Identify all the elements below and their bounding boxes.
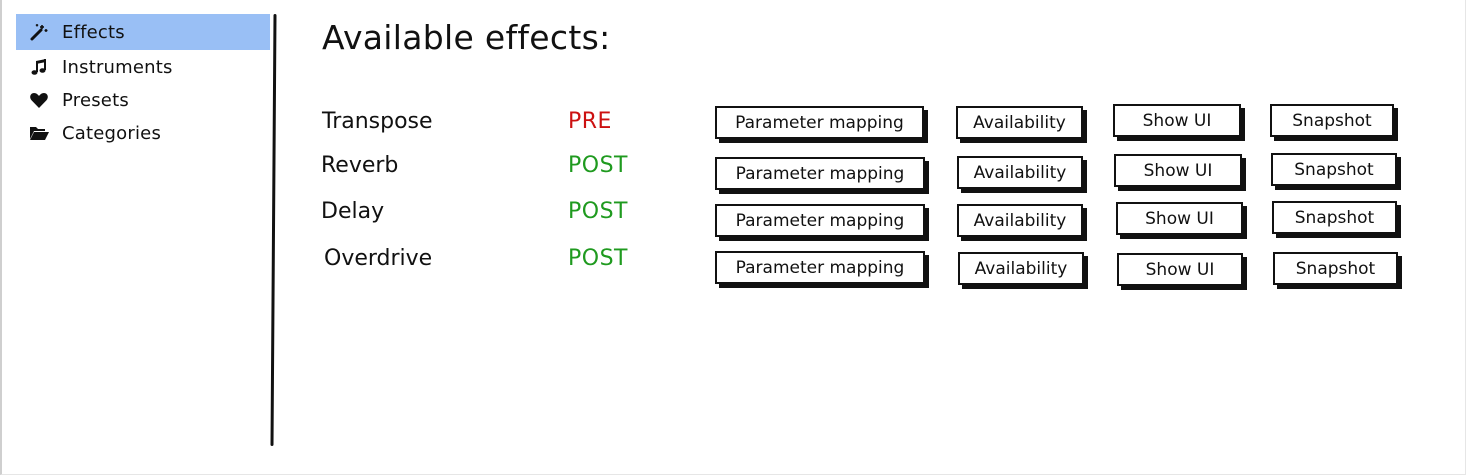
parameter-mapping-button-overdrive[interactable]: Parameter mapping xyxy=(715,251,925,284)
show-ui-button-transpose[interactable]: Show UI xyxy=(1113,104,1241,137)
sidebar-item-presets[interactable]: Presets xyxy=(16,84,270,116)
show-ui-button-overdrive[interactable]: Show UI xyxy=(1117,253,1243,286)
sidebar-item-effects[interactable]: Effects xyxy=(16,14,270,50)
music-note-icon xyxy=(28,57,50,77)
parameter-mapping-button-delay[interactable]: Parameter mapping xyxy=(715,204,925,237)
sidebar: Effects Instruments Presets xyxy=(16,14,270,149)
effect-name-reverb: Reverb xyxy=(321,153,399,178)
availability-button-transpose[interactable]: Availability xyxy=(956,106,1083,139)
availability-button-reverb[interactable]: Availability xyxy=(957,156,1083,189)
sidebar-item-label: Categories xyxy=(62,122,162,144)
sidebar-divider xyxy=(270,14,277,446)
sidebar-item-label: Effects xyxy=(62,21,125,43)
page-title: Available effects: xyxy=(322,18,611,57)
availability-button-delay[interactable]: Availability xyxy=(957,204,1083,237)
effect-name-transpose: Transpose xyxy=(322,109,433,134)
parameter-mapping-button-reverb[interactable]: Parameter mapping xyxy=(715,157,925,190)
effect-name-delay: Delay xyxy=(321,199,385,224)
show-ui-button-delay[interactable]: Show UI xyxy=(1116,202,1243,235)
effect-name-overdrive: Overdrive xyxy=(324,246,433,271)
parameter-mapping-button-transpose[interactable]: Parameter mapping xyxy=(715,106,924,139)
show-ui-button-reverb[interactable]: Show UI xyxy=(1114,154,1242,187)
effect-stage-badge: POST xyxy=(568,246,628,271)
snapshot-button-transpose[interactable]: Snapshot xyxy=(1270,104,1394,137)
effect-stage-badge: POST xyxy=(568,153,628,178)
snapshot-button-delay[interactable]: Snapshot xyxy=(1272,201,1397,234)
folder-open-icon xyxy=(28,123,50,143)
snapshot-button-reverb[interactable]: Snapshot xyxy=(1271,153,1397,186)
effect-stage-badge: POST xyxy=(568,199,628,224)
sidebar-item-label: Instruments xyxy=(62,56,173,78)
sidebar-item-label: Presets xyxy=(62,89,129,111)
availability-button-overdrive[interactable]: Availability xyxy=(958,252,1084,285)
sidebar-item-instruments[interactable]: Instruments xyxy=(16,51,270,83)
magic-wand-icon xyxy=(28,22,50,42)
snapshot-button-overdrive[interactable]: Snapshot xyxy=(1273,252,1398,285)
sidebar-item-categories[interactable]: Categories xyxy=(16,117,270,149)
effect-stage-badge: PRE xyxy=(568,109,612,134)
heart-icon xyxy=(28,90,50,110)
